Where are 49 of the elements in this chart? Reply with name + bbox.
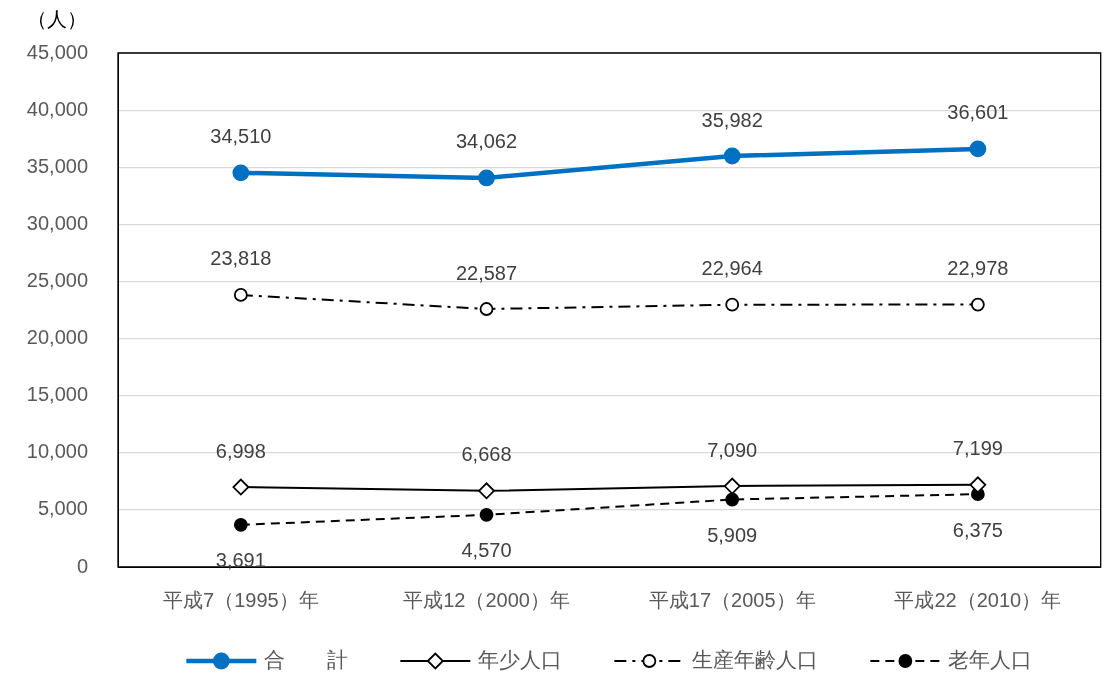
data-label: 6,998 [215, 439, 266, 462]
data-label: 6,668 [461, 443, 512, 466]
y-tick-label: 5,000 [37, 497, 88, 520]
point [232, 478, 250, 496]
data-label: 36,601 [947, 101, 1009, 124]
data-label: 35,982 [701, 108, 763, 131]
x-tick-label: 平成17（2005）年 [648, 588, 816, 611]
y-tick-label: 45,000 [26, 40, 88, 63]
y-tick-label: 20,000 [26, 326, 88, 349]
data-label: 22,587 [455, 261, 518, 284]
x-tick-label: 平成12（2000）年 [403, 588, 570, 611]
point [478, 482, 495, 500]
x-tick-label: 平成22（2010）年 [894, 588, 1062, 611]
data-label: 5,909 [707, 524, 758, 547]
data-label: 34,510 [210, 125, 272, 148]
data-label: 6,375 [952, 518, 1003, 541]
y-tick-label: 25,000 [26, 268, 88, 291]
legend-label: 生産年齢人口 [692, 647, 819, 671]
data-label: 22,978 [947, 257, 1009, 280]
data-label: 23,818 [210, 247, 272, 270]
y-tick-label: 15,000 [26, 383, 88, 406]
y-tick-label: 40,000 [26, 97, 88, 120]
point [479, 507, 494, 522]
point [725, 297, 740, 312]
x-tick-label: 平成7（1995）年 [163, 588, 319, 611]
y-tick-label: 35,000 [26, 154, 88, 177]
point [723, 147, 741, 165]
point [970, 297, 985, 312]
point [479, 302, 494, 316]
point [233, 288, 248, 302]
y-tick-label: 10,000 [26, 440, 88, 463]
point [232, 164, 250, 182]
data-label: 7,090 [707, 438, 758, 461]
y-tick-label: 30,000 [26, 211, 88, 234]
y-tick-label: 0 [76, 554, 88, 577]
point [725, 492, 740, 507]
y-axis-title: （人） [27, 7, 87, 30]
data-label: 3,691 [215, 549, 266, 572]
point [478, 169, 495, 187]
point [723, 477, 741, 495]
data-label: 7,199 [952, 437, 1003, 460]
legend-label: 老年人口 [948, 647, 1033, 671]
legend-label: 年少人口 [478, 647, 563, 671]
point [969, 140, 987, 158]
data-label: 22,964 [701, 257, 763, 280]
data-label: 34,062 [455, 130, 518, 153]
point [233, 517, 248, 532]
legend-label: 合 計 [264, 647, 349, 671]
data-label: 4,570 [461, 539, 512, 562]
